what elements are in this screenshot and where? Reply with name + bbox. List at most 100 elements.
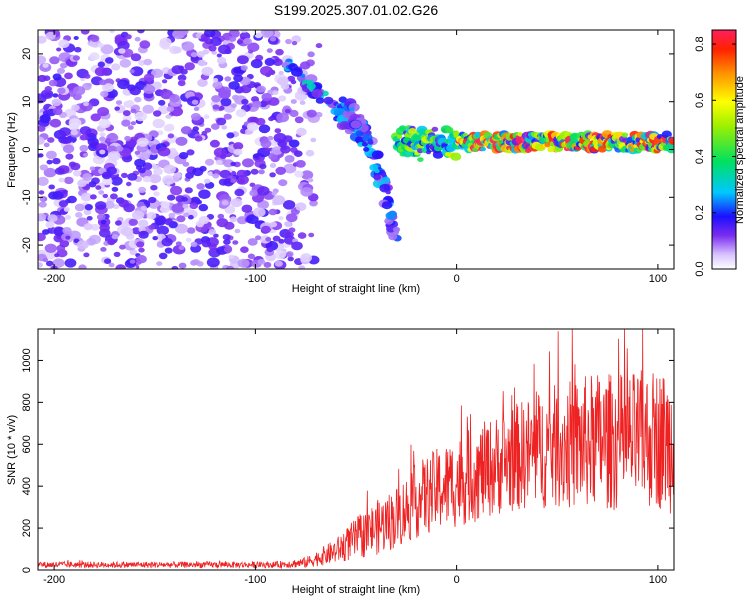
spectrogram-blob — [97, 42, 104, 48]
spectrogram-blob — [90, 113, 101, 122]
spectrogram-blob — [38, 35, 47, 44]
spectrogram-blob — [216, 117, 227, 126]
spectrogram-blob — [86, 82, 92, 88]
spectrogram-blob — [108, 262, 115, 268]
spectrogram-blob — [284, 155, 295, 163]
spectrogram-blob — [44, 243, 57, 253]
spectrogram-blob — [71, 104, 80, 112]
spectrogram-blob — [250, 168, 259, 175]
spectrogram-blob — [597, 145, 607, 153]
spectrogram-blob — [121, 172, 128, 178]
spectrogram-blob — [349, 107, 355, 112]
spectrogram-blob — [269, 172, 276, 178]
spectrogram-blob — [143, 84, 156, 94]
spectrogram-blob — [129, 69, 135, 74]
spectrogram-blob — [361, 142, 368, 147]
spectrogram-blob — [39, 164, 48, 171]
spectrogram-blob — [180, 126, 192, 135]
spectrogram-blob — [269, 36, 277, 42]
spectrogram-blob — [211, 123, 220, 130]
spectrogram-blob — [172, 176, 180, 183]
spectrogram-blob — [57, 67, 65, 74]
spectrogram-blob — [385, 190, 391, 195]
spectrogram-blob — [161, 79, 168, 84]
spectrogram-blob — [191, 99, 199, 105]
spectrogram-blob — [104, 258, 112, 265]
spectrogram-blob — [240, 30, 248, 33]
spectrogram-xtick-label: -100 — [244, 273, 266, 285]
spectrogram-blob — [137, 30, 145, 34]
spectrogram-blob — [109, 30, 115, 33]
spectrogram-blob — [122, 110, 131, 117]
spectrogram-blob — [267, 135, 274, 141]
spectrogram-blob — [284, 108, 291, 114]
spectrogram-blob — [246, 122, 259, 132]
spectrogram-blob — [211, 95, 221, 103]
spectrogram-blob — [480, 146, 487, 152]
spectrogram-blob — [59, 62, 68, 69]
spectrogram-blob — [250, 59, 263, 69]
spectrogram-blob — [52, 157, 61, 165]
spectrogram-blob — [38, 232, 46, 242]
spectrogram-blob — [297, 232, 307, 239]
spectrogram-blob — [285, 38, 292, 45]
spectrogram-blob — [127, 173, 138, 181]
spectrogram-blob — [83, 252, 90, 258]
spectrogram-blob — [161, 237, 173, 247]
spectrogram-blob — [233, 142, 244, 150]
spectrogram-blob — [230, 178, 236, 183]
spectrogram-blob — [230, 103, 237, 108]
snr-xtick-label: 0 — [454, 574, 460, 586]
spectrogram-blob — [72, 55, 80, 61]
spectrogram-blob — [193, 106, 200, 111]
spectrogram-blob — [110, 193, 118, 200]
spectrogram-blob — [158, 252, 168, 260]
spectrogram-blob — [246, 214, 259, 225]
spectrogram-blob — [44, 250, 57, 260]
spectrogram-blob — [151, 68, 164, 79]
spectrogram-blob — [224, 221, 235, 230]
spectrogram-blob — [184, 187, 193, 194]
spectrogram-blob — [153, 167, 163, 176]
spectrogram-blob — [260, 139, 272, 148]
spectrogram-ytick-label: 0 — [21, 146, 33, 152]
spectrogram-blob — [208, 45, 217, 52]
spectrogram-blob — [271, 146, 283, 155]
spectrogram-blob — [83, 209, 92, 216]
spectrogram-blob — [192, 167, 204, 177]
snr-xtick-label: -100 — [244, 574, 266, 586]
spectrogram-blob — [175, 223, 188, 234]
spectrogram-ytick-label: 20 — [21, 48, 33, 60]
spectrogram-blob — [74, 46, 82, 53]
spectrogram-blob — [223, 113, 232, 120]
spectrogram-blob — [70, 129, 79, 136]
spectrogram-blob — [64, 176, 74, 185]
spectrogram-blob — [242, 158, 254, 168]
spectrogram-blob — [170, 185, 183, 196]
spectrogram-blob — [190, 52, 198, 58]
spectrogram-blob — [156, 261, 163, 266]
spectrogram-blob — [223, 246, 232, 253]
spectrogram-blob — [247, 253, 255, 260]
spectrogram-blob — [100, 90, 109, 98]
spectrogram-blob — [62, 227, 72, 235]
spectrogram-blob — [278, 95, 287, 102]
colorbar-tick-label: 0.2 — [694, 205, 706, 220]
spectrogram-blob — [174, 30, 187, 36]
spectrogram-blob — [76, 240, 89, 250]
spectrogram-blob — [111, 186, 119, 192]
spectrogram-blob — [146, 211, 157, 220]
spectrogram-blob — [392, 226, 401, 233]
spectrogram-blob — [381, 176, 391, 183]
spectrogram-blob — [289, 109, 299, 118]
spectrogram-blob — [136, 255, 147, 264]
spectrogram-blob — [224, 76, 232, 82]
spectrogram-blob — [53, 226, 66, 236]
spectrogram-blob — [177, 74, 187, 82]
spectrogram-blob — [125, 100, 135, 107]
spectrogram-blob — [114, 106, 120, 111]
spectrogram-blob — [86, 216, 93, 221]
spectrogram-blob — [399, 125, 407, 131]
spectrogram-blob — [211, 50, 217, 55]
